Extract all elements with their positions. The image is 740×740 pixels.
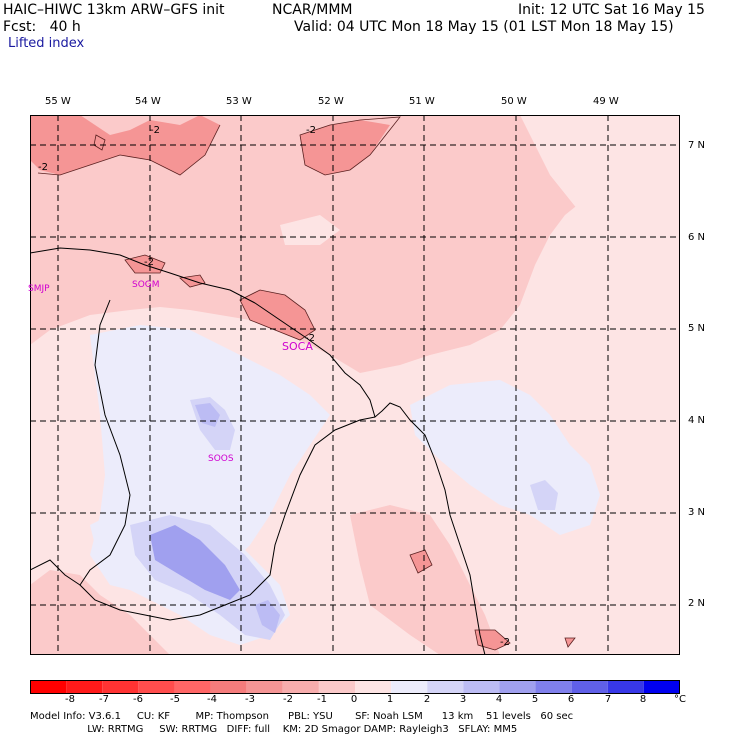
lifted-index-map: -2 -2 -2 -2 -2 -2 — [30, 115, 680, 655]
lon-label: 52 W — [318, 96, 344, 107]
station-label: SMJP — [28, 284, 50, 294]
contour-line — [124, 254, 166, 274]
legend-label: 0 — [350, 694, 358, 705]
legend-swatch — [463, 680, 500, 694]
legend-swatch — [174, 680, 211, 694]
contour-label: -2 — [305, 333, 315, 344]
contour-line — [564, 637, 576, 648]
field-region-neg1 — [350, 505, 500, 655]
legend-label: -6 — [133, 694, 143, 705]
contour-line — [299, 116, 401, 176]
legend-label: 7 — [604, 694, 612, 705]
station-label: SOCA — [282, 340, 313, 353]
legend-border — [30, 680, 680, 694]
model-title: HAIC–HIWC 13km ARW–GFS init — [3, 2, 225, 18]
contour-line — [93, 134, 106, 151]
field-region-neg1 — [30, 115, 680, 373]
legend-swatch — [607, 680, 644, 694]
lat-label: 2 N — [688, 598, 706, 609]
legend-swatch — [643, 680, 680, 694]
legend-label: -4 — [207, 694, 217, 705]
legend-swatch — [246, 680, 283, 694]
lon-label: 51 W — [409, 96, 435, 107]
legend-label: -2 — [283, 694, 293, 705]
field-region-neg2 — [475, 630, 510, 650]
border-line — [79, 299, 376, 621]
organization: NCAR/MMM — [272, 2, 353, 18]
lon-label: 50 W — [501, 96, 527, 107]
legend-swatch — [30, 680, 67, 694]
lat-label: 3 N — [688, 507, 706, 518]
contour-lines — [37, 116, 576, 651]
coast-line — [30, 247, 486, 655]
contour-line — [239, 289, 316, 341]
legend-label: -1 — [317, 694, 327, 705]
legend-unit: °C — [674, 694, 686, 705]
color-legend — [30, 680, 680, 694]
station-label: SOGM — [132, 280, 160, 290]
legend-label: 4 — [495, 694, 503, 705]
contour-line — [409, 549, 433, 574]
legend-label: 3 — [459, 694, 467, 705]
contour-label: -2 — [306, 125, 316, 136]
model-info-line1: Model Info: V3.6.1 CU: KF MP: Thompson P… — [30, 711, 574, 722]
model-info-line2: LW: RRTMG SW: RRTMG DIFF: full KM: 2D Sm… — [30, 724, 518, 735]
legend-label: -5 — [170, 694, 180, 705]
map-frame — [30, 115, 680, 655]
legend-label: 1 — [386, 694, 394, 705]
legend-label: 2 — [423, 694, 431, 705]
legend-swatch — [571, 680, 608, 694]
legend-swatch — [282, 680, 319, 694]
legend-swatch — [499, 680, 536, 694]
legend-swatch — [535, 680, 572, 694]
lat-label: 4 N — [688, 415, 706, 426]
field-region-neg2 — [240, 290, 315, 340]
legend-label: 5 — [531, 694, 539, 705]
field-region-pos2 — [150, 525, 240, 600]
grid-lines — [30, 115, 680, 655]
valid-time: Valid: 04 UTC Mon 18 May 15 (01 LST Mon … — [294, 19, 674, 35]
lon-label: 49 W — [593, 96, 619, 107]
lon-label: 55 W — [45, 96, 71, 107]
field-region-pos2 — [255, 600, 280, 633]
field-name: Lifted index — [8, 36, 85, 51]
field-region-pos1 — [530, 480, 558, 510]
lat-label: 5 N — [688, 323, 706, 334]
contour-line — [179, 274, 206, 288]
legend-swatch — [318, 680, 355, 694]
lon-label: 53 W — [226, 96, 252, 107]
legend-swatch — [66, 680, 103, 694]
forecast-hour: Fcst: 40 h — [3, 19, 81, 35]
lat-label: 7 N — [688, 140, 706, 151]
legend-label: -3 — [245, 694, 255, 705]
contour-line — [474, 629, 511, 651]
contour-line — [37, 124, 221, 176]
field-region-light — [520, 115, 680, 245]
legend-swatch — [427, 680, 464, 694]
contour-label: -2 — [150, 125, 160, 136]
field-region-neg2 — [300, 120, 390, 175]
station-label: SOOS — [208, 454, 234, 464]
field-region-neg1 — [30, 570, 170, 655]
lat-label: 6 N — [688, 232, 706, 243]
legend-swatch — [138, 680, 175, 694]
legend-label: -8 — [65, 694, 75, 705]
init-time: Init: 12 UTC Sat 16 May 15 — [518, 2, 705, 18]
legend-swatch — [355, 680, 392, 694]
legend-label: 8 — [639, 694, 647, 705]
legend-label: 6 — [567, 694, 575, 705]
legend-swatch — [391, 680, 428, 694]
contour-label: -2 — [144, 257, 154, 268]
legend-label: -7 — [99, 694, 109, 705]
legend-swatch — [102, 680, 139, 694]
lon-label: 54 W — [135, 96, 161, 107]
contour-label: -2 — [500, 637, 510, 648]
contour-label: -2 — [38, 162, 48, 173]
legend-swatch — [210, 680, 247, 694]
